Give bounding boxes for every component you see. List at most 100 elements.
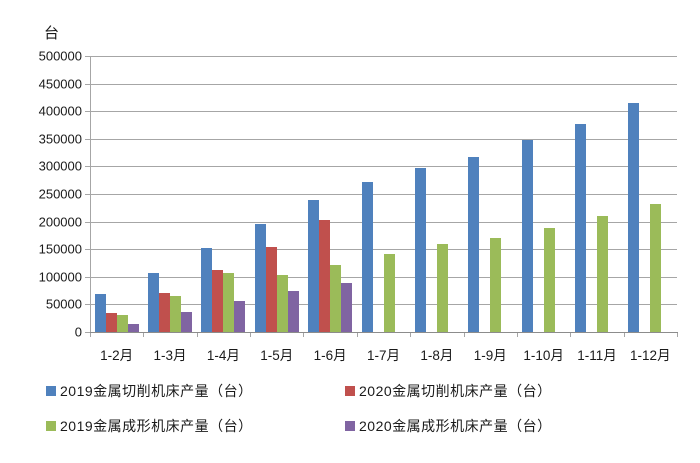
x-axis-label: 1-8月 [420, 348, 454, 363]
bar-2020金属切削机床产量（台）-1-3月 [159, 292, 171, 332]
bar-2019金属成形机床产量（台）-1-7月 [383, 254, 395, 332]
y-axis-tick-label: 150000 [38, 241, 82, 257]
bar-2019金属成形机床产量（台）-1-10月 [543, 227, 555, 332]
x-axis-label: 1-12月 [630, 348, 671, 363]
bar-2019金属切削机床产量（台）-1-8月 [414, 167, 426, 332]
bar-2020金属切削机床产量（台）-1-6月 [319, 219, 331, 332]
bar-2019金属成形机床产量（台）-1-4月 [223, 273, 235, 332]
bar-2020金属成形机床产量（台）-1-3月 [181, 312, 193, 332]
legend-item: 2019金属成形机床产量（台） [46, 418, 253, 434]
y-axis-tick [85, 332, 90, 333]
bar-2019金属切削机床产量（台）-1-2月 [94, 293, 106, 332]
x-axis-label: 1-10月 [523, 348, 564, 363]
legend-item: 2020金属切削机床产量（台） [345, 383, 552, 399]
x-axis-label: 1-11月 [577, 348, 617, 363]
bar-2019金属切削机床产量（台）-1-10月 [521, 139, 533, 332]
legend-swatch-icon [345, 421, 355, 431]
x-axis-tick [143, 333, 145, 337]
y-axis-tick [85, 304, 90, 306]
y-axis-tick-label: 250000 [38, 186, 82, 202]
y-axis-tick-label: 300000 [38, 158, 82, 174]
legend-swatch-icon [345, 386, 355, 396]
bar-2019金属切削机床产量（台）-1-3月 [148, 272, 160, 332]
x-axis-tick [677, 333, 678, 337]
legend-label: 2019金属成形机床产量（台） [60, 418, 253, 434]
bar-2019金属成形机床产量（台）-1-2月 [116, 314, 128, 332]
x-axis-tick [623, 333, 625, 337]
bar-2020金属成形机床产量（台）-1-2月 [127, 323, 139, 332]
bar-2019金属切削机床产量（台）-1-6月 [308, 200, 320, 332]
x-axis-line [90, 332, 678, 333]
bar-2019金属成形机床产量（台）-1-12月 [650, 204, 662, 332]
gridline [90, 83, 677, 85]
legend-item: 2019金属切削机床产量（台） [46, 383, 253, 399]
x-axis-label: 1-4月 [206, 348, 240, 363]
y-axis-tick-label: 500000 [38, 48, 82, 64]
gridline [90, 111, 677, 113]
x-axis-tick [356, 333, 358, 337]
legend-item: 2020金属成形机床产量（台） [345, 418, 552, 434]
y-axis-tick [85, 249, 90, 251]
y-axis-tick [85, 111, 90, 113]
x-axis-label: 1-7月 [366, 348, 401, 363]
gridline [90, 194, 677, 195]
y-axis-unit-label: 台 [44, 25, 60, 42]
x-axis-tick [516, 333, 518, 337]
y-axis-tick [85, 276, 90, 278]
y-axis-line [90, 56, 91, 332]
bar-2019金属成形机床产量（台）-1-9月 [490, 238, 502, 332]
gridline [90, 249, 677, 251]
bar-2019金属切削机床产量（台）-1-12月 [628, 102, 640, 332]
bar-2019金属切削机床产量（台）-1-5月 [254, 223, 266, 332]
bar-2020金属切削机床产量（台）-1-2月 [105, 313, 117, 332]
x-axis-tick [250, 333, 252, 337]
y-axis-tick [85, 83, 90, 85]
bar-2019金属成形机床产量（台）-1-11月 [596, 216, 608, 332]
gridline [90, 138, 677, 140]
bar-2019金属成形机床产量（台）-1-6月 [330, 265, 342, 332]
x-axis-tick [90, 333, 91, 337]
y-axis-tick-label: 450000 [38, 76, 82, 92]
gridline [90, 56, 677, 57]
bar-2019金属成形机床产量（台）-1-8月 [436, 243, 448, 332]
bar-2020金属成形机床产量（台）-1-6月 [341, 283, 353, 332]
x-axis-tick [410, 333, 412, 337]
bar-2019金属切削机床产量（台）-1-7月 [361, 182, 373, 332]
legend-label: 2019金属切削机床产量（台） [60, 383, 253, 399]
y-axis-tick [85, 166, 90, 168]
y-axis-tick-label: 200000 [38, 214, 82, 230]
x-axis-label: 1-5月 [260, 348, 294, 363]
y-axis-tick-label: 100000 [38, 269, 82, 285]
gridline [90, 221, 677, 223]
legend-label: 2020金属成形机床产量（台） [359, 418, 552, 434]
legend-swatch-icon [46, 386, 56, 396]
x-axis-label: 1-9月 [473, 348, 507, 363]
bar-2019金属切削机床产量（台）-1-11月 [574, 124, 586, 332]
bar-2020金属切削机床产量（台）-1-4月 [212, 269, 224, 332]
bar-2019金属成形机床产量（台）-1-5月 [276, 275, 288, 332]
x-axis-tick [570, 333, 572, 337]
x-axis-label: 1-3月 [153, 348, 187, 363]
bar-2019金属切削机床产量（台）-1-4月 [201, 248, 213, 332]
gridline [90, 166, 677, 168]
legend-swatch-icon [46, 421, 56, 431]
x-axis-tick [463, 333, 465, 337]
y-axis-tick-label: 0 [74, 324, 82, 340]
y-axis-tick [85, 221, 90, 223]
y-axis-tick [85, 194, 90, 195]
x-axis-label: 1-6月 [313, 348, 347, 363]
x-axis-label: 1-2月 [100, 348, 134, 363]
bar-2019金属切削机床产量（台）-1-9月 [468, 157, 480, 332]
x-axis-tick [303, 333, 305, 337]
bar-2019金属成形机床产量（台）-1-3月 [170, 296, 182, 332]
y-axis-tick [85, 138, 90, 140]
y-axis-tick-label: 350000 [38, 131, 82, 147]
y-axis-tick-label: 50000 [45, 296, 82, 312]
x-axis-tick [196, 333, 198, 337]
legend-label: 2020金属切削机床产量（台） [359, 383, 552, 399]
y-axis-tick-label: 400000 [38, 103, 82, 119]
y-axis-tick [85, 56, 90, 57]
bar-2020金属切削机床产量（台）-1-5月 [265, 246, 277, 332]
